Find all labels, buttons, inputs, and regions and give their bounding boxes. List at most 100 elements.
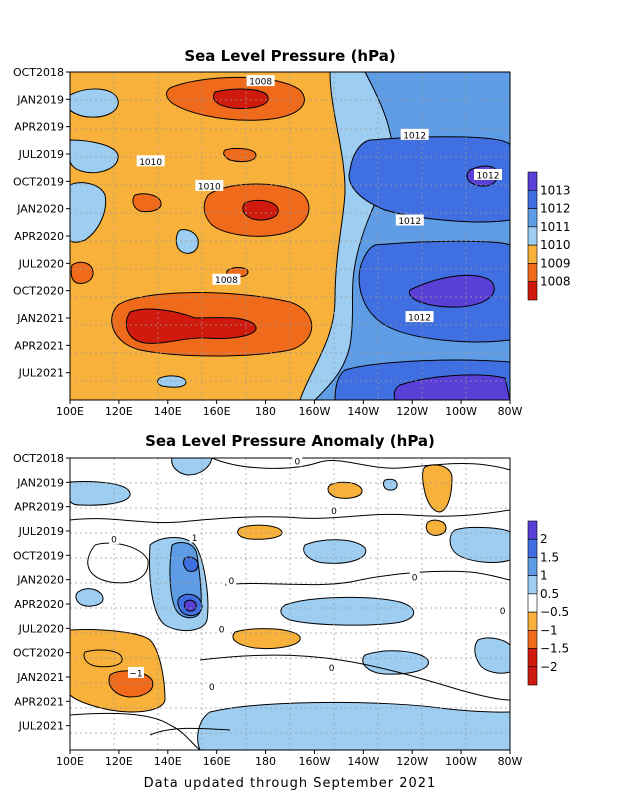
slp-1008-core-jan2019 bbox=[213, 88, 269, 109]
anomaly-colorbar-swatch bbox=[527, 593, 538, 613]
anomaly-contour-label-box bbox=[128, 666, 144, 678]
slp-1009-core-oct2019 bbox=[132, 193, 162, 213]
anomaly-pos-patch-jan2019 bbox=[70, 481, 131, 506]
slp-x-tick-label: 140E bbox=[154, 405, 182, 418]
anomaly-pos-patch-apr2020-west bbox=[75, 588, 104, 607]
slp-contour-label: 1012 bbox=[408, 314, 431, 324]
slp-y-tick-label: JAN2019 bbox=[16, 93, 64, 106]
anomaly-neg-patch-oct2020 bbox=[83, 649, 123, 668]
anomaly-contour-label-box bbox=[216, 623, 227, 635]
slp-y-tick-label: OCT2020 bbox=[13, 285, 64, 298]
anomaly-y-tick-label: APR2020 bbox=[14, 598, 64, 611]
anomaly-neg-patch-jul2019-east bbox=[425, 519, 447, 536]
anomaly-colorbar-label: 2 bbox=[540, 532, 548, 546]
anomaly-y-tick-label: APR2019 bbox=[14, 501, 64, 514]
slp-colorbar-label: 1011 bbox=[540, 220, 571, 234]
slp-colorbar-swatch bbox=[527, 171, 538, 191]
data-update-footer: Data updated through September 2021 bbox=[143, 776, 437, 791]
anomaly-contour-label: 1 bbox=[192, 534, 198, 544]
slp-colorbar-label: 1008 bbox=[540, 275, 571, 289]
slp-y-tick-label: APR2020 bbox=[14, 230, 64, 243]
anomaly-neg-patch-jul2020 bbox=[232, 628, 301, 649]
anomaly-colorbar-swatch bbox=[527, 648, 538, 668]
anomaly-x-tick-label: 80W bbox=[498, 755, 523, 768]
anomaly-colorbar-swatch bbox=[527, 520, 538, 540]
slp-1009-core-jul2019 bbox=[223, 147, 257, 163]
slp-y-tick-label: JAN2021 bbox=[16, 312, 64, 325]
anomaly-x-tick-label: 160W bbox=[299, 755, 331, 768]
anomaly-y-tick-label: OCT2020 bbox=[13, 647, 64, 660]
slp-1010-west-patch-4 bbox=[175, 229, 199, 254]
anomaly-plot-area bbox=[70, 458, 510, 750]
slp-1010-west-patch-2 bbox=[70, 139, 119, 174]
anomaly-neg-patch-jan2019-east bbox=[422, 464, 453, 513]
slp-x-tick-label: 140W bbox=[347, 405, 379, 418]
anomaly-pos-patch-oct2020-east bbox=[474, 637, 510, 674]
slp-1012-region-1 bbox=[348, 136, 510, 223]
slp-contour-label-box bbox=[395, 214, 424, 226]
slp-x-tick-label: 160W bbox=[299, 405, 331, 418]
slp-chart-title: Sea Level Pressure (hPa) bbox=[184, 47, 396, 65]
slp-contour-label: 1008 bbox=[215, 276, 238, 286]
slp-x-tick-label: 180 bbox=[255, 405, 276, 418]
slp-plot-area bbox=[70, 72, 510, 400]
anomaly-pos-patch-apr2020 bbox=[280, 596, 415, 626]
slp-1010-west-patch-1 bbox=[70, 88, 119, 118]
anomaly-contour-label: 0 bbox=[331, 507, 337, 517]
anomaly-colorbar-swatch bbox=[527, 630, 538, 649]
anomaly-y-tick-label: JAN2019 bbox=[16, 476, 64, 489]
anomaly-contour-label: 0 bbox=[294, 458, 300, 468]
anomaly-pos-patch-oct2020 bbox=[362, 650, 429, 675]
slp-colorbar-label: 1010 bbox=[540, 238, 571, 252]
anomaly-neg-patch-jan2019 bbox=[327, 481, 363, 499]
anomaly-y-tick-label: OCT2019 bbox=[13, 549, 64, 562]
anomaly-pos-patch-jan2019-east bbox=[383, 478, 398, 491]
slp-colorbar-swatch bbox=[527, 226, 538, 246]
anomaly-contour-label-box bbox=[326, 661, 337, 673]
anomaly-y-tick-label: JUL2021 bbox=[18, 720, 64, 733]
slp-contour-label-box bbox=[405, 311, 434, 323]
anomaly-colorbar-label: 0.5 bbox=[540, 587, 559, 601]
anomaly-x-tick-label: 160E bbox=[203, 755, 231, 768]
anomaly-contour-label: 0 bbox=[209, 683, 215, 693]
slp-x-tick-label: 100W bbox=[445, 405, 477, 418]
anomaly-contour-label: 0 bbox=[111, 536, 117, 546]
slp-contour-label-box bbox=[246, 75, 275, 87]
anomaly-contour-label-box bbox=[329, 504, 339, 516]
anomaly-contour-label-box bbox=[109, 533, 119, 545]
slp-contour-label: 1012 bbox=[398, 217, 421, 227]
slp-contour-label: 1012 bbox=[403, 131, 426, 141]
anomaly-y-tick-label: JUL2020 bbox=[18, 622, 64, 635]
anomaly-x-tick-label: 140E bbox=[154, 755, 182, 768]
slp-y-tick-label: APR2021 bbox=[14, 339, 64, 352]
anomaly-colorbar-label: −2 bbox=[540, 660, 558, 674]
anomaly-15-core-jan2020 bbox=[183, 556, 199, 572]
anomaly-colorbar-swatch bbox=[527, 666, 538, 686]
slp-colorbar-label: 1012 bbox=[540, 202, 571, 216]
anomaly-pos-region-2021 bbox=[197, 701, 510, 750]
anomaly-y-tick-label: JUL2019 bbox=[18, 525, 64, 538]
slp-x-tick-label: 80W bbox=[498, 405, 523, 418]
anomaly-x-tick-label: 140W bbox=[347, 755, 379, 768]
anomaly-chart-title: Sea Level Pressure Anomaly (hPa) bbox=[145, 432, 435, 450]
slp-contour-label-box bbox=[212, 273, 241, 285]
anomaly-contour-label-box bbox=[189, 531, 200, 543]
anomaly-colorbar-swatch bbox=[527, 538, 538, 558]
anomaly-colorbar-label: 1 bbox=[540, 569, 548, 583]
anomaly-contour-label: 0 bbox=[329, 664, 335, 674]
slp-colorbar-swatch bbox=[527, 244, 538, 264]
anomaly-colorbar-label: −1.5 bbox=[540, 642, 569, 656]
anomaly-colorbar-swatch bbox=[527, 557, 538, 576]
slp-contour-label-box bbox=[195, 179, 224, 191]
slp-colorbar-swatch bbox=[527, 263, 538, 283]
slp-contour-label-box bbox=[474, 168, 502, 180]
anomaly-zero-contours bbox=[70, 458, 510, 750]
anomaly-contour-label-box bbox=[497, 604, 508, 616]
slp-y-tick-label: OCT2019 bbox=[13, 175, 64, 188]
slp-1009-core-jul2020-west bbox=[70, 261, 94, 284]
anomaly-pos-patch-top bbox=[171, 458, 213, 476]
anomaly-pos-patch-oct2019-east bbox=[449, 526, 510, 563]
slp-x-tick-label: 160E bbox=[203, 405, 231, 418]
anomaly-y-tick-label: APR2021 bbox=[14, 695, 64, 708]
